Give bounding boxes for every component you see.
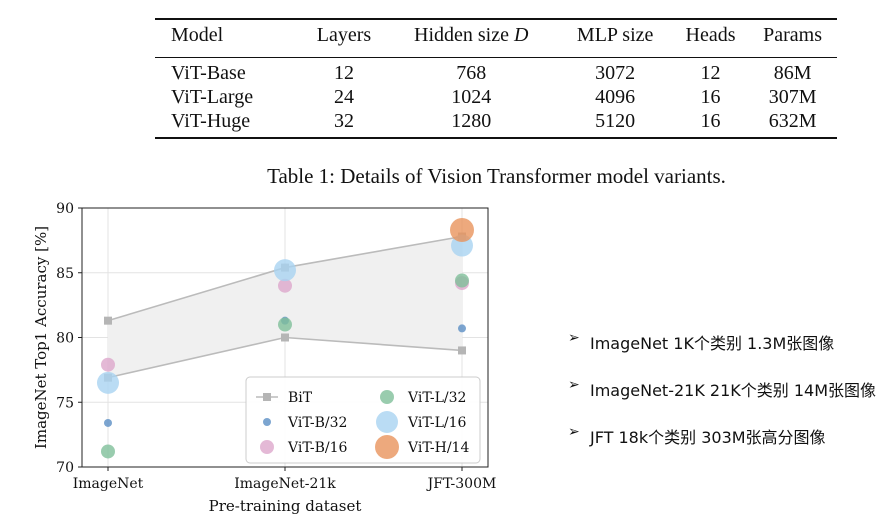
point-vit-b-32	[458, 324, 466, 333]
y-tick-label: 75	[56, 395, 74, 411]
cell-model: ViT-Base	[171, 62, 246, 84]
point-vit-l-16	[274, 259, 296, 282]
table-bottom-rule	[155, 137, 837, 139]
bit-band-area	[108, 236, 462, 378]
cell-model: ViT-Huge	[171, 110, 251, 132]
header-model: Model	[171, 24, 224, 46]
cell-hidden: 1024	[451, 86, 492, 108]
cell-layers: 32	[333, 110, 354, 132]
cell-model: ViT-Large	[171, 86, 254, 108]
legend-label: ViT-H/14	[407, 440, 469, 456]
cell-heads: 16	[700, 110, 721, 132]
legend-label: ViT-B/32	[287, 415, 347, 431]
legend-label: ViT-B/16	[287, 440, 348, 456]
cell-hidden: 768	[456, 62, 487, 84]
header-mlp-size: MLP size	[576, 24, 654, 46]
cell-params: 86M	[773, 62, 812, 84]
dataset-notes: ➢ ImageNet 1K个类别 1.3M张图像 ➢ ImageNet-21K 21…	[568, 330, 878, 471]
header-hidden-size: Hidden size D	[385, 18, 558, 53]
bit-point	[104, 316, 112, 325]
bit-point	[281, 333, 289, 342]
accuracy-chart: 70 75 80 85 90 ImageNet ImageNet-21k JFT-300M Pr…	[32, 201, 497, 515]
legend-swatch-vit-h-14	[375, 435, 399, 459]
model-variants-table: Model Layers Hidden size D MLP size Head…	[155, 18, 837, 133]
note-text: ImageNet 1K个类别 1.3M张图像	[590, 334, 835, 353]
cell-heads: 12	[700, 62, 721, 84]
point-vit-b-16	[101, 357, 115, 372]
cell-mlp: 4096	[595, 86, 636, 108]
cell-layers: 24	[333, 86, 354, 108]
y-tick-label: 70	[56, 460, 74, 476]
bit-point	[458, 346, 466, 355]
arrow-bullet-icon: ➢	[568, 330, 580, 346]
x-tick-label: ImageNet-21k	[234, 476, 336, 492]
point-vit-l-16	[97, 371, 119, 394]
point-vit-l-32	[455, 273, 469, 288]
y-axis-label: ImageNet Top1 Accuracy [%]	[32, 226, 50, 449]
x-tick-label: ImageNet	[73, 476, 144, 492]
legend-swatch-bit-marker	[263, 393, 271, 401]
note-item: ➢ ImageNet-21K 21K个类别 14M张图像	[568, 377, 878, 424]
cell-layers: 12	[333, 62, 354, 84]
table-row: ViT-Large 24 1024 4096 16 307M	[155, 85, 837, 109]
header-layers: Layers	[316, 24, 372, 46]
legend-swatch-vit-l-16	[376, 411, 398, 433]
cell-mlp: 3072	[595, 62, 636, 84]
x-tick-label: JFT-300M	[426, 476, 497, 492]
header-hidden-size-text: Hidden size D	[414, 24, 529, 46]
point-vit-h-14	[450, 218, 474, 243]
header-hidden-size-symbol: D	[514, 24, 529, 46]
point-vit-b-16	[278, 278, 292, 293]
cell-hidden: 1280	[451, 110, 492, 132]
header-params: Params	[763, 24, 823, 46]
point-vit-l-32	[278, 317, 292, 332]
y-tick-label: 90	[56, 201, 74, 217]
arrow-bullet-icon: ➢	[568, 424, 580, 440]
cell-params: 632M	[768, 110, 817, 132]
table-top-rule	[155, 18, 837, 20]
table-header-row: Model Layers Hidden size D MLP size Head…	[155, 18, 837, 53]
table-row: ViT-Huge 32 1280 5120 16 632M	[155, 109, 837, 133]
point-vit-b-32	[104, 418, 112, 427]
chart-legend: BiT ViT-B/32 ViT-B/16 ViT-L/32 ViT-L/16 ViT-H…	[245, 376, 481, 464]
legend-swatch-vit-b-32	[263, 418, 271, 426]
legend-label: BiT	[288, 390, 313, 406]
legend-label: ViT-L/32	[407, 390, 466, 406]
arrow-bullet-icon: ➢	[568, 377, 580, 393]
header-heads: Heads	[685, 24, 736, 46]
legend-label: ViT-L/16	[407, 415, 467, 431]
y-tick-label: 85	[56, 266, 74, 282]
note-item: ➢ JFT 18k个类别 303M张高分图像	[568, 424, 878, 471]
legend-swatch-vit-l-32	[380, 390, 394, 404]
legend-box	[245, 376, 481, 464]
table-caption: Table 1: Details of Vision Transformer m…	[267, 164, 726, 188]
note-text: ImageNet-21K 21K个类别 14M张图像	[590, 381, 877, 400]
cell-heads: 16	[700, 86, 721, 108]
note-text: JFT 18k个类别 303M张高分图像	[590, 428, 826, 447]
cell-params: 307M	[768, 86, 817, 108]
cell-mlp: 5120	[595, 110, 636, 132]
y-tick-label: 80	[56, 331, 74, 347]
table-header-rule	[155, 57, 837, 58]
table-row: ViT-Base 12 768 3072 12 86M	[155, 61, 837, 85]
point-vit-l-32	[101, 444, 115, 459]
legend-swatch-vit-b-16	[260, 440, 274, 454]
x-axis-label: Pre-training dataset	[209, 497, 362, 515]
note-item: ➢ ImageNet 1K个类别 1.3M张图像	[568, 330, 878, 377]
